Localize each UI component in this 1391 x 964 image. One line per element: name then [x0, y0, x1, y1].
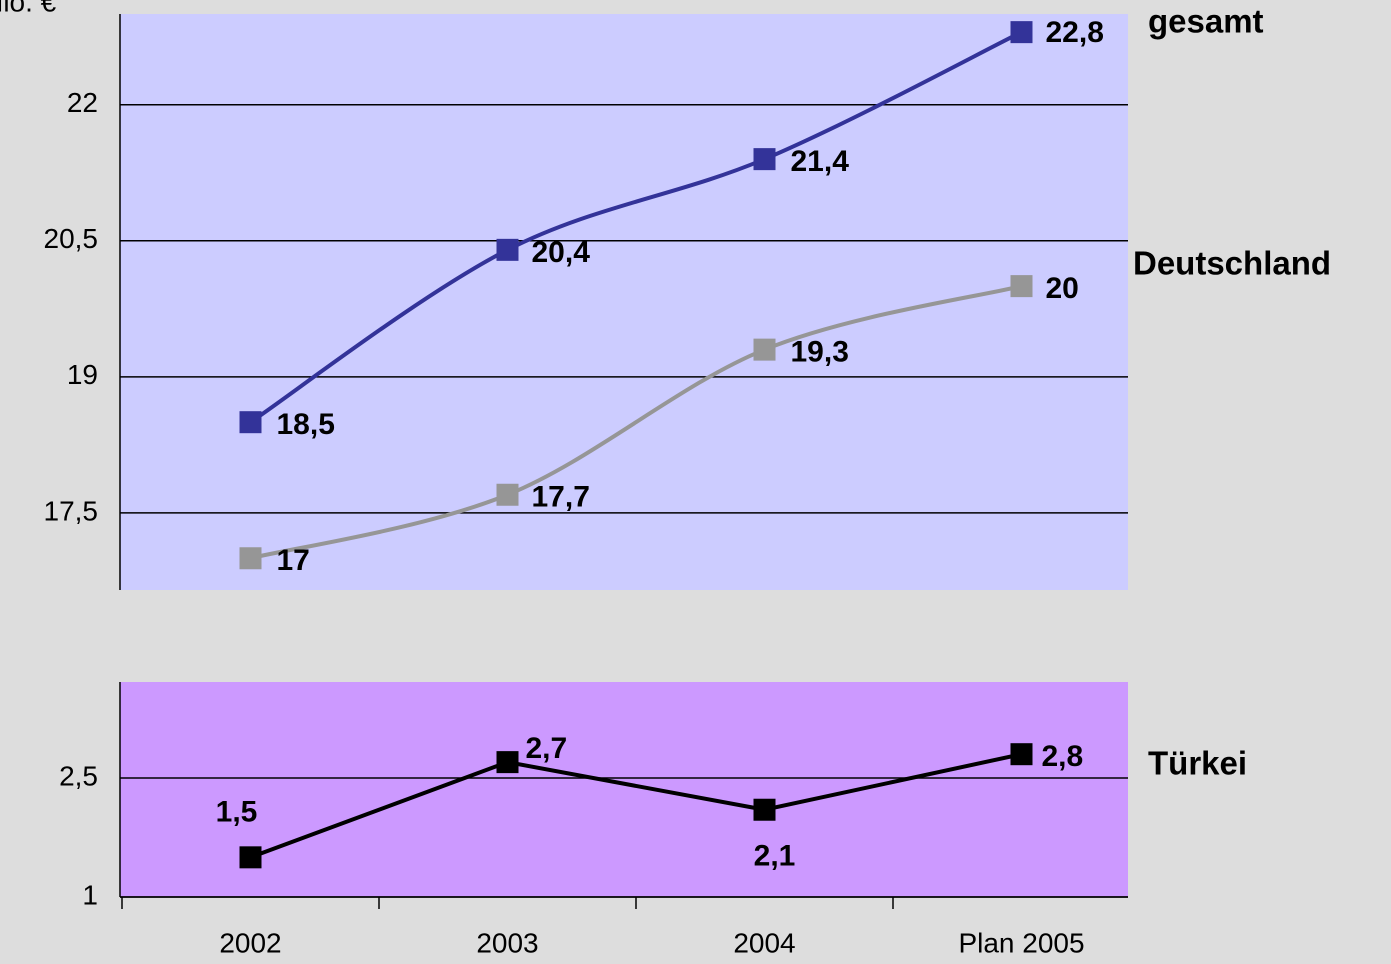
y-tick-label: 2,5: [59, 760, 98, 791]
x-tick-label: Plan 2005: [958, 927, 1084, 958]
marker: [239, 846, 262, 869]
series-name: gesamt: [1148, 3, 1264, 40]
value-label: 17: [277, 544, 310, 577]
value-label: 19,3: [791, 336, 849, 369]
marker: [1010, 743, 1033, 766]
marker: [239, 411, 262, 434]
marker: [753, 338, 776, 361]
y-tick-label: 22: [67, 87, 98, 118]
marker: [1010, 275, 1033, 298]
marker: [239, 547, 262, 570]
unit-label: Mio. €: [0, 0, 57, 17]
value-label: 2,1: [754, 840, 796, 873]
marker: [496, 751, 519, 774]
marker: [496, 238, 519, 261]
y-tick-label: 19: [67, 359, 98, 390]
marker: [753, 798, 776, 821]
marker: [1010, 21, 1033, 44]
series-line: [249, 30, 1023, 424]
plot-area: [120, 14, 1128, 590]
marker: [753, 148, 776, 171]
series-name: Deutschland: [1133, 245, 1331, 282]
value-label: 22,8: [1046, 16, 1104, 49]
value-label: 1,5: [216, 795, 258, 828]
y-tick-label: 20,5: [44, 223, 99, 254]
x-tick-label: 2003: [476, 927, 538, 958]
value-label: 20: [1046, 272, 1079, 305]
value-label: 17,7: [532, 481, 590, 514]
value-label: 2,7: [526, 732, 568, 765]
series-line: [249, 752, 1022, 860]
plot-area: [120, 682, 1128, 897]
series-name: Türkei: [1148, 745, 1247, 782]
value-label: 18,5: [277, 408, 335, 441]
value-label: 21,4: [791, 145, 850, 178]
marker: [496, 483, 519, 506]
y-tick-label: 17,5: [44, 495, 99, 526]
y-tick-label: 1: [82, 879, 98, 910]
x-tick-label: 2004: [733, 927, 795, 958]
value-label: 20,4: [532, 236, 591, 269]
value-label: 2,8: [1042, 740, 1084, 773]
x-tick-label: 2002: [219, 927, 281, 958]
series-line: [250, 284, 1022, 561]
